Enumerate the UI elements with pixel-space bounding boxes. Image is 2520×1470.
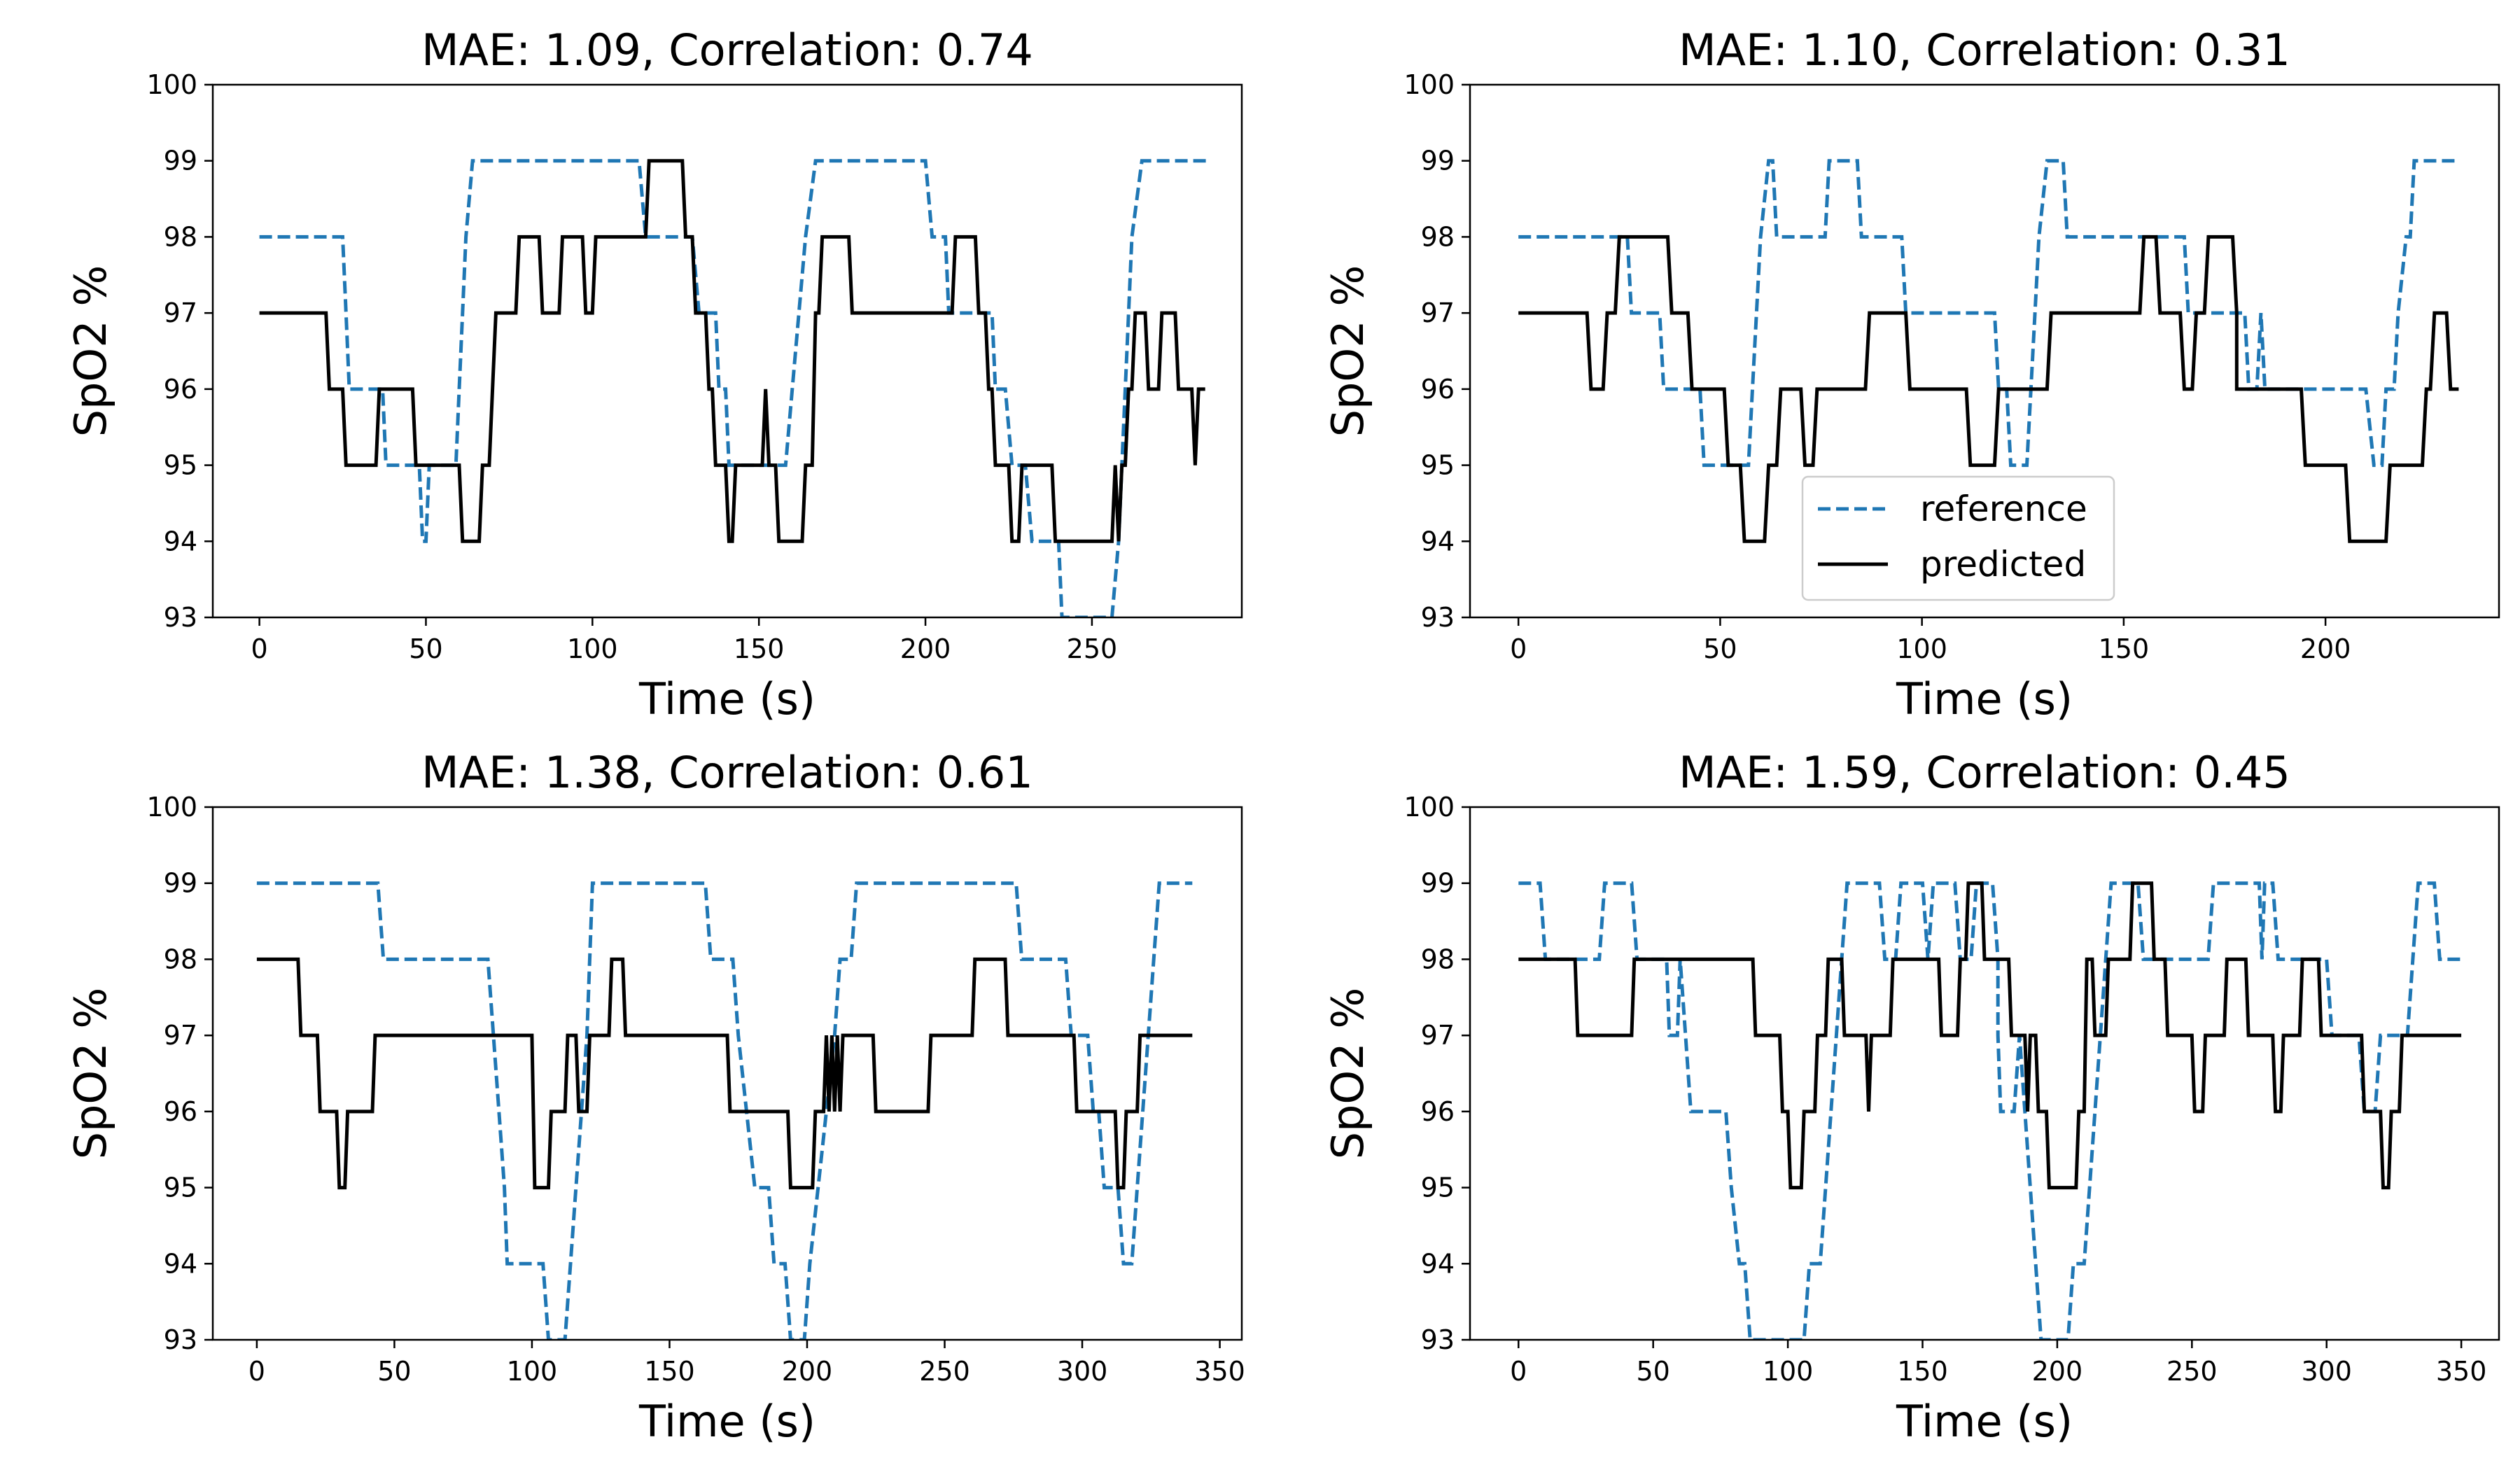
y-tick-label: 100 xyxy=(1404,69,1455,100)
chart-title: MAE: 1.10, Correlation: 0.31 xyxy=(1679,24,2290,76)
x-tick-label: 200 xyxy=(900,634,951,664)
y-tick-label: 100 xyxy=(146,792,197,822)
x-tick-label: 50 xyxy=(377,1356,411,1387)
x-tick-label: 150 xyxy=(644,1356,695,1387)
y-tick-label: 93 xyxy=(1421,602,1455,633)
subplot-4: 0 50 100 150 200 250 300 350 93 94 95 96 97 98 99 100 MA… xyxy=(1322,747,2500,1447)
y-tick-label: 99 xyxy=(164,146,197,176)
y-tick-label: 96 xyxy=(164,1096,197,1127)
x-tick-label: 0 xyxy=(248,1356,265,1387)
legend: reference predicted xyxy=(1801,475,2115,601)
x-tick-label: 300 xyxy=(2301,1356,2352,1387)
y-tick-label: 98 xyxy=(1421,221,1455,252)
x-tick-label: 300 xyxy=(1057,1356,1108,1387)
x-tick-label: 250 xyxy=(2166,1356,2218,1387)
y-tick-label: 97 xyxy=(164,298,197,328)
y-tick-label: 95 xyxy=(164,450,197,481)
y-tick-label: 99 xyxy=(1421,146,1455,176)
axes-frame xyxy=(211,806,1243,1341)
x-tick-label: 100 xyxy=(567,634,618,664)
chart-title: MAE: 1.38, Correlation: 0.61 xyxy=(421,747,1033,798)
subplot-3: 0 50 100 150 200 250 300 350 93 94 95 96 97 98 99 100 MA… xyxy=(65,747,1245,1447)
axes-frame xyxy=(1469,806,2500,1341)
y-axis-label: SpO2 % xyxy=(65,988,116,1160)
y-axis-label: SpO2 % xyxy=(1322,265,1373,438)
x-tick-label: 150 xyxy=(734,634,785,664)
y-tick-label: 97 xyxy=(164,1020,197,1051)
x-tick-label: 200 xyxy=(2032,1356,2083,1387)
x-tick-label: 150 xyxy=(1897,1356,1948,1387)
x-tick-label: 100 xyxy=(1896,634,1947,664)
series-predicted-line xyxy=(1518,881,2462,1190)
y-tick-label: 94 xyxy=(1421,1248,1455,1279)
subplot-2: 0 50 100 150 200 93 94 95 96 97 98 99 100 MAE: 1.10, … xyxy=(1322,24,2500,724)
x-axis-label: Time (s) xyxy=(638,1396,816,1447)
series-reference-line xyxy=(1518,881,2462,1340)
y-tick-label: 98 xyxy=(164,944,197,974)
y-tick-label: 97 xyxy=(1421,1020,1455,1051)
x-tick-label: 0 xyxy=(1510,1356,1527,1387)
axes-frame xyxy=(1469,83,2500,619)
x-tick-label: 250 xyxy=(919,1356,970,1387)
x-tick-label: 0 xyxy=(251,634,268,664)
y-tick-label: 93 xyxy=(164,1324,197,1355)
y-tick-label: 94 xyxy=(164,1248,197,1279)
x-tick-label: 200 xyxy=(782,1356,833,1387)
x-axis-label: Time (s) xyxy=(1896,1396,2073,1447)
x-tick-label: 350 xyxy=(1194,1356,1245,1387)
y-tick-label: 97 xyxy=(1421,298,1455,328)
y-tick-label: 94 xyxy=(1421,526,1455,556)
x-tick-label: 50 xyxy=(1636,1356,1670,1387)
x-axis-label: Time (s) xyxy=(1896,673,2073,724)
y-tick-label: 100 xyxy=(1404,792,1455,822)
y-tick-label: 99 xyxy=(1421,868,1455,899)
y-tick-label: 98 xyxy=(164,221,197,252)
x-tick-label: 0 xyxy=(1510,634,1527,664)
y-tick-label: 96 xyxy=(1421,374,1455,405)
y-tick-label: 98 xyxy=(1421,944,1455,974)
x-tick-label: 350 xyxy=(2436,1356,2487,1387)
y-tick-label: 93 xyxy=(164,602,197,633)
x-tick-label: 200 xyxy=(2300,634,2351,664)
legend-predicted-label: predicted xyxy=(1920,544,2086,584)
y-axis-label: SpO2 % xyxy=(65,265,116,438)
chart-title: MAE: 1.09, Correlation: 0.74 xyxy=(421,24,1033,76)
x-tick-label: 250 xyxy=(1067,634,1118,664)
legend-reference-label: reference xyxy=(1920,489,2087,529)
y-axis-label: SpO2 % xyxy=(1322,988,1373,1160)
series-reference-line xyxy=(1518,159,2459,468)
y-tick-label: 93 xyxy=(1421,1324,1455,1355)
x-tick-label: 50 xyxy=(409,634,442,664)
series-reference-line xyxy=(256,881,1193,1340)
x-tick-label: 150 xyxy=(2099,634,2150,664)
x-tick-label: 50 xyxy=(1703,634,1737,664)
y-tick-label: 96 xyxy=(1421,1096,1455,1127)
y-tick-label: 96 xyxy=(164,374,197,405)
series-predicted-line xyxy=(1518,234,2459,543)
y-tick-label: 95 xyxy=(164,1172,197,1203)
y-tick-label: 95 xyxy=(1421,1172,1455,1203)
series-reference-line xyxy=(259,159,1209,617)
x-axis-label: Time (s) xyxy=(638,673,816,724)
series-predicted-line xyxy=(256,957,1193,1190)
y-tick-label: 94 xyxy=(164,526,197,556)
x-tick-label: 100 xyxy=(1763,1356,1814,1387)
y-tick-label: 99 xyxy=(164,868,197,899)
subplot-1: 0 50 100 150 200 250 93 94 95 96 97 98 99 100 MAE: 1.0… xyxy=(65,24,1243,724)
x-tick-label: 100 xyxy=(507,1356,558,1387)
y-tick-label: 100 xyxy=(146,69,197,100)
series-predicted-line xyxy=(259,159,1205,543)
y-tick-label: 95 xyxy=(1421,450,1455,481)
axes-frame xyxy=(211,83,1243,619)
chart-title: MAE: 1.59, Correlation: 0.45 xyxy=(1679,747,2290,798)
